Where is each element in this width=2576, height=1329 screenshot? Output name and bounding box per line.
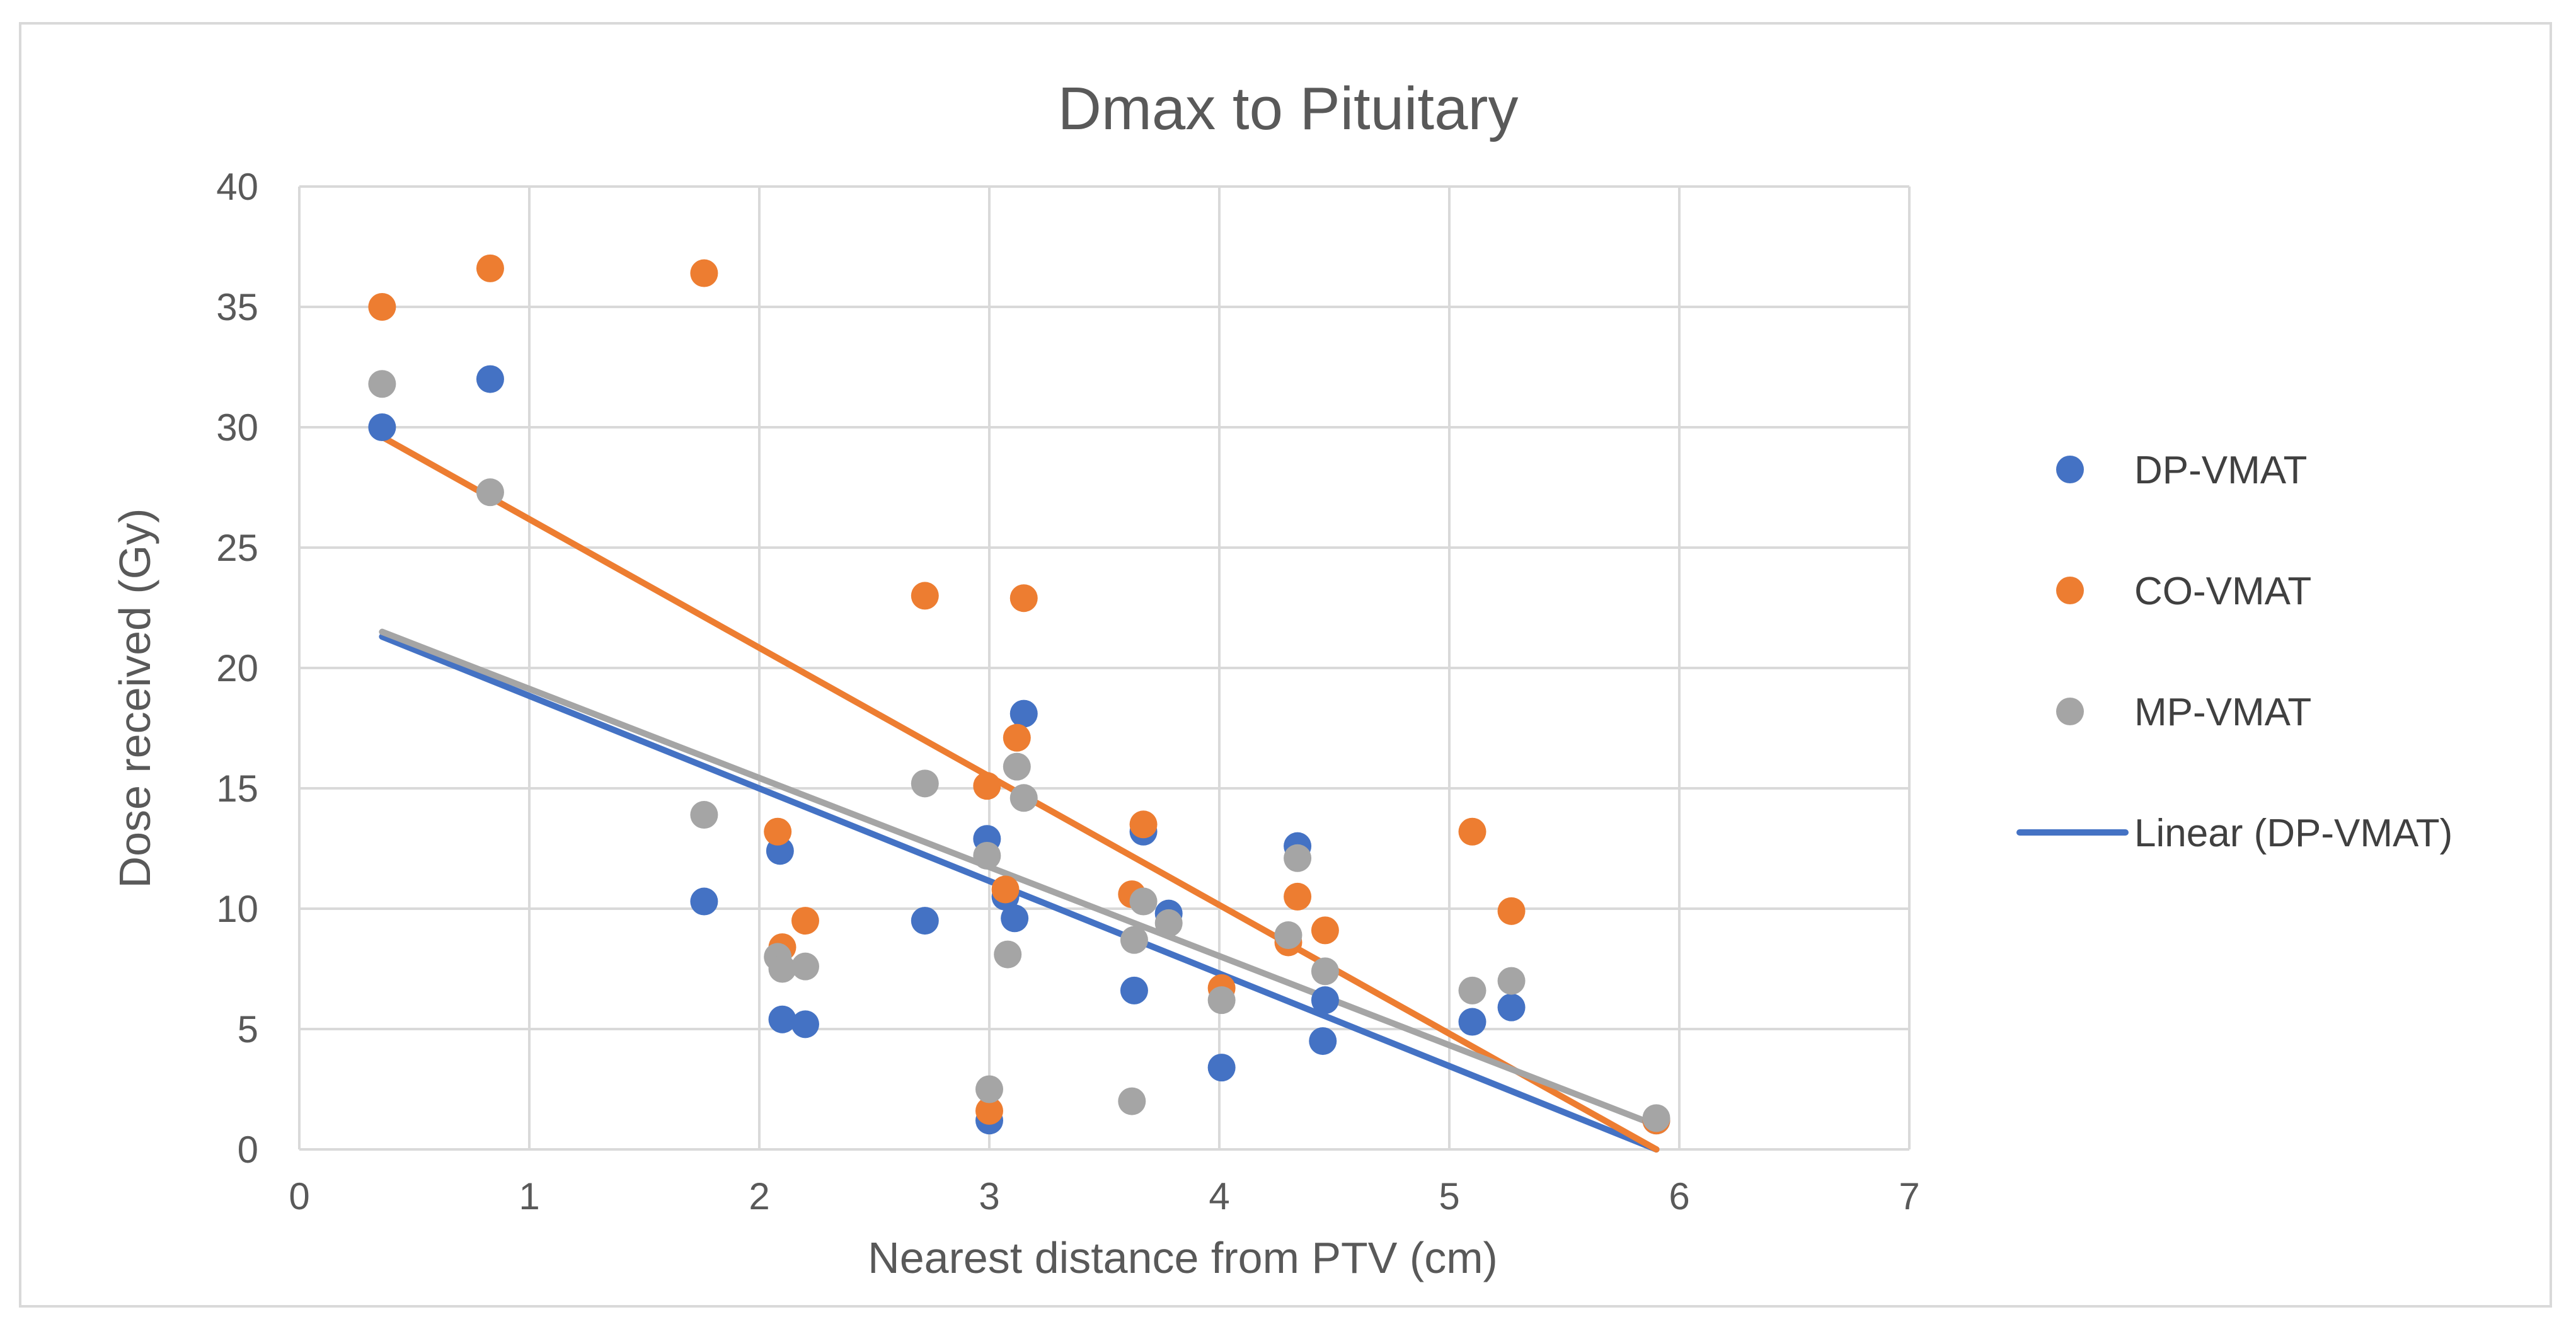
x-tick-label: 7: [1899, 1175, 1919, 1217]
data-point-co-vmat: [975, 1096, 1003, 1125]
data-point-dp-vmat: [791, 1010, 819, 1038]
data-point-dp-vmat: [1207, 1054, 1236, 1082]
legend-label: MP-VMAT: [2134, 691, 2311, 734]
legend: DP-VMAT CO-VMAT MP-VMAT Linear (DP-VMAT): [2016, 449, 2452, 855]
data-point-co-vmat: [368, 293, 396, 321]
data-point-co-vmat: [1003, 723, 1031, 752]
data-point-co-vmat: [991, 875, 1020, 904]
data-point-mp-vmat: [1458, 976, 1486, 1004]
data-point-mp-vmat: [975, 1075, 1003, 1103]
data-point-co-vmat: [1284, 882, 1312, 911]
data-point-co-vmat: [690, 259, 718, 287]
legend-label: Linear (DP-VMAT): [2134, 812, 2452, 855]
legend-marker: [2056, 456, 2084, 483]
data-point-co-vmat: [1497, 897, 1526, 925]
x-tick-label: 0: [289, 1175, 309, 1217]
x-tick-label: 4: [1209, 1175, 1229, 1217]
data-point-dp-vmat: [690, 887, 718, 916]
data-point-dp-vmat: [1311, 986, 1339, 1015]
legend-marker: [2056, 698, 2084, 725]
data-point-mp-vmat: [1497, 967, 1526, 995]
data-point-mp-vmat: [1118, 1087, 1146, 1115]
y-tick-label: 5: [238, 1008, 258, 1050]
data-point-mp-vmat: [476, 478, 504, 507]
data-point-mp-vmat: [1154, 909, 1183, 937]
data-points: [368, 254, 1670, 1135]
data-point-dp-vmat: [476, 365, 504, 393]
data-point-co-vmat: [1009, 584, 1038, 613]
x-tick-label: 6: [1669, 1175, 1689, 1217]
data-point-mp-vmat: [1129, 887, 1158, 916]
x-tick-label: 3: [979, 1175, 999, 1217]
gridlines: [298, 185, 1911, 1151]
legend-label: CO-VMAT: [2134, 570, 2311, 613]
data-point-dp-vmat: [1009, 699, 1038, 728]
data-point-mp-vmat: [368, 370, 396, 398]
y-tick-label: 15: [216, 768, 258, 810]
data-point-co-vmat: [911, 582, 939, 610]
data-point-mp-vmat: [768, 955, 796, 983]
data-point-mp-vmat: [994, 940, 1022, 969]
y-tick-label: 40: [216, 166, 258, 208]
y-tick-label: 10: [216, 888, 258, 930]
data-point-dp-vmat: [1497, 993, 1526, 1021]
data-point-dp-vmat: [1120, 976, 1148, 1004]
data-point-co-vmat: [1458, 817, 1486, 846]
data-point-co-vmat: [764, 817, 792, 846]
y-tick-label: 25: [216, 527, 258, 569]
data-point-mp-vmat: [1009, 784, 1038, 812]
x-tick-label: 5: [1439, 1175, 1459, 1217]
data-point-co-vmat: [1311, 916, 1339, 945]
data-point-mp-vmat: [791, 952, 819, 981]
data-point-co-vmat: [791, 907, 819, 935]
data-point-mp-vmat: [973, 841, 1001, 870]
data-point-co-vmat: [476, 254, 504, 282]
data-point-mp-vmat: [1284, 844, 1312, 872]
x-tick-label: 2: [749, 1175, 769, 1217]
data-point-mp-vmat: [1274, 921, 1302, 950]
data-point-mp-vmat: [1311, 957, 1339, 986]
data-point-co-vmat: [973, 772, 1001, 800]
trendline: [379, 628, 1660, 1129]
chart-frame: [19, 22, 2552, 1308]
data-point-mp-vmat: [690, 801, 718, 829]
data-point-dp-vmat: [1458, 1008, 1486, 1036]
data-point-mp-vmat: [911, 769, 939, 798]
legend-label: DP-VMAT: [2134, 449, 2307, 492]
chart-title: Dmax to Pituitary: [1058, 75, 1519, 142]
data-point-dp-vmat: [368, 413, 396, 441]
data-point-dp-vmat: [1001, 904, 1029, 933]
x-tick-label: 1: [519, 1175, 539, 1217]
data-point-co-vmat: [1129, 810, 1158, 839]
data-point-mp-vmat: [1120, 926, 1148, 954]
data-point-mp-vmat: [1642, 1104, 1670, 1132]
y-tick-label: 30: [216, 406, 258, 449]
data-point-mp-vmat: [1207, 986, 1236, 1015]
x-axis-label: Nearest distance from PTV (cm): [868, 1233, 1498, 1282]
y-tick-label: 0: [238, 1129, 258, 1171]
data-point-dp-vmat: [911, 907, 939, 935]
data-point-dp-vmat: [1309, 1027, 1337, 1056]
data-point-dp-vmat: [768, 1005, 796, 1033]
y-axis-label: Dose received (Gy): [110, 509, 159, 889]
y-axis-ticks: 0 5 10 15 20 25 30 35 40: [216, 166, 258, 1171]
y-tick-label: 35: [216, 286, 258, 328]
x-axis-ticks: 0 1 2 3 4 5 6 7: [289, 1175, 1919, 1217]
y-tick-label: 20: [216, 647, 258, 689]
data-point-mp-vmat: [1003, 752, 1031, 781]
trendline: [379, 633, 1660, 1153]
legend-marker: [2056, 577, 2084, 604]
